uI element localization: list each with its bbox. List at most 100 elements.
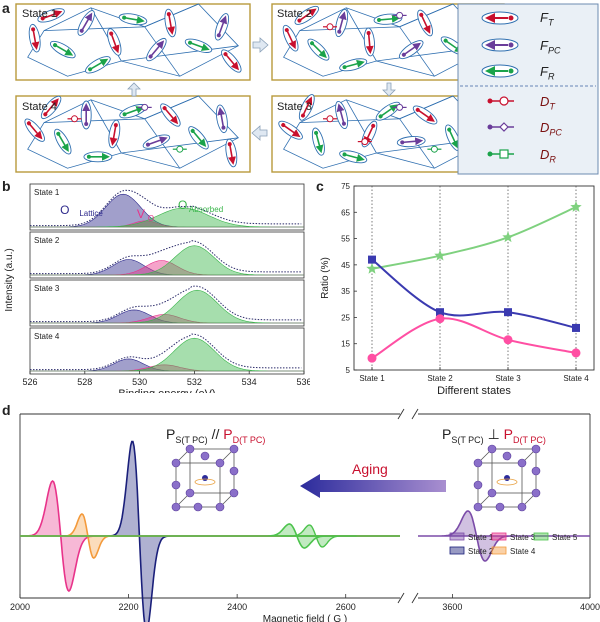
ratio-frame <box>353 185 595 371</box>
domain-arrow <box>403 42 422 56</box>
ratio-marker <box>435 314 445 324</box>
ratio-marker <box>434 249 446 261</box>
annotation-parallel: PS(T PC) // PD(T PC) <box>166 426 266 445</box>
domain-arrow <box>298 8 317 22</box>
epr-legend-label: State 5 <box>552 533 578 542</box>
domain-arrow <box>417 109 435 122</box>
domain-dot <box>310 41 315 46</box>
domain-dot <box>31 27 36 32</box>
domain-dot <box>284 28 289 33</box>
defect-dipole-center <box>326 115 334 123</box>
domain <box>311 127 325 156</box>
domain-arrow <box>189 41 210 51</box>
panel-b-label: b <box>2 178 11 194</box>
ratio-ytick-label: 75 <box>341 182 350 191</box>
domain-dot <box>342 65 347 70</box>
domain-dot <box>162 106 167 111</box>
cube-atom-a <box>531 488 541 498</box>
cube-atom-a <box>487 444 497 454</box>
epr-legend-label: State 2 <box>468 547 494 556</box>
grain-boundary <box>27 95 239 169</box>
grain-boundary <box>27 3 239 77</box>
state-2-label: State 2 <box>277 8 312 20</box>
ratio-line <box>371 317 577 360</box>
domain-arrow <box>344 153 365 162</box>
domain <box>80 100 92 130</box>
legend-F-PC: FPC <box>540 38 561 56</box>
domain-dot <box>400 140 405 145</box>
domain-dot <box>26 121 31 126</box>
domain <box>160 103 181 127</box>
epr-legend-swatch <box>491 532 507 541</box>
ratio-marker <box>571 348 581 358</box>
cube-atom-a <box>473 480 483 490</box>
domain <box>412 105 438 125</box>
domain <box>24 118 45 142</box>
ratio-xtick-label: State 1 <box>359 374 385 383</box>
cube-atom-a <box>171 458 181 468</box>
cube-atom-a <box>171 502 181 512</box>
xps-xtick-label: 534 <box>242 377 257 387</box>
epr-xtick-label: 2400 <box>227 602 247 612</box>
domain <box>40 95 62 120</box>
domain <box>142 134 171 149</box>
epr-legend-label: State 4 <box>510 547 536 556</box>
domain <box>83 151 113 163</box>
cube-atom-b <box>504 475 510 481</box>
domain <box>108 119 121 149</box>
grain-boundary <box>345 99 377 154</box>
domain-dot <box>109 31 114 36</box>
domain-dot <box>419 12 424 17</box>
ratio-ytick-label: 55 <box>341 235 350 244</box>
domain-arrow <box>54 44 74 56</box>
epr-legend-label: State 3 <box>510 533 536 542</box>
domain <box>298 94 315 121</box>
defect-dipole-center <box>141 103 149 111</box>
legend-D-PC: DPC <box>540 120 562 138</box>
epr-xtick-label: 4000 <box>580 602 600 612</box>
state-1-label: State 1 <box>22 8 57 20</box>
grain-boundary <box>44 118 145 123</box>
cube-atom-a <box>229 488 239 498</box>
cube-atom-a <box>487 488 497 498</box>
ratio-marker <box>503 335 513 345</box>
domain <box>118 13 148 26</box>
legend-defect-center <box>499 96 509 106</box>
ratio-ytick-label: 65 <box>341 208 350 217</box>
epr-xtick-label: 2200 <box>119 602 139 612</box>
domain <box>339 58 368 72</box>
xps-envelope <box>30 240 302 275</box>
domain-arrow <box>380 104 398 118</box>
grain-boundary <box>144 26 181 77</box>
xps-label-o-lattice: O <box>60 203 69 217</box>
panel-a-grain-diagram <box>15 3 599 175</box>
grain-boundary <box>299 26 400 31</box>
domain-arrow <box>302 96 313 116</box>
grain-boundary <box>44 26 145 31</box>
cube-atom-a <box>229 466 239 476</box>
cube-atom-a <box>517 502 527 512</box>
cube-atom-a <box>473 458 483 468</box>
cube-atom-a <box>229 444 239 454</box>
domain <box>188 126 209 150</box>
domain-dot <box>342 152 347 157</box>
domain <box>417 9 434 37</box>
cube-atom-a <box>215 458 225 468</box>
legend-defect-end <box>487 151 493 157</box>
xps-xlabel: Binding energy (eV) <box>118 388 215 393</box>
domain-dot <box>378 114 383 119</box>
cube-atom-a <box>473 502 483 512</box>
domain-arrow <box>315 132 324 154</box>
domain-arrow <box>123 15 145 24</box>
domain-dot <box>447 127 452 132</box>
domain-arrow <box>28 122 43 140</box>
panel-a-label: a <box>2 0 10 16</box>
xps-envelope <box>30 333 302 371</box>
defect-dipole-center <box>176 145 184 153</box>
xps-xtick-label: 528 <box>77 377 92 387</box>
domain <box>214 13 230 41</box>
domain-dot <box>300 113 305 118</box>
cube-atom-b <box>202 475 208 481</box>
legend-defect-end <box>487 98 493 104</box>
